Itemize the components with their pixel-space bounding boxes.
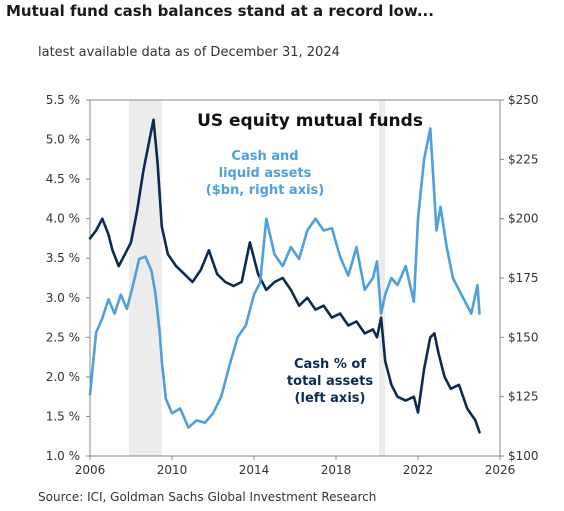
left-tick-label: 4.0 % — [46, 212, 80, 226]
page-title: Mutual fund cash balances stand at a rec… — [6, 2, 434, 20]
left-tick-label: 3.0 % — [46, 291, 80, 305]
x-tick-label: 2006 — [75, 463, 106, 477]
left-tick-label: 2.0 % — [46, 370, 80, 384]
right-tick-label: $200 — [508, 212, 539, 226]
left-tick-label: 2.5 % — [46, 330, 80, 344]
left-tick-label: 1.5 % — [46, 409, 80, 423]
cash-pct-annotation-line: total assets — [287, 374, 373, 389]
right-tick-label: $225 — [508, 152, 539, 166]
right-tick-label: $150 — [508, 330, 539, 344]
cash-pct-annotation-line: (left axis) — [295, 391, 366, 406]
source-note: Source: ICI, Goldman Sachs Global Invest… — [38, 490, 377, 504]
right-tick-label: $175 — [508, 271, 539, 285]
cash-pct-series-line — [88, 118, 481, 434]
left-tick-label: 5.5 % — [46, 93, 80, 107]
cash-assets-annotation: Cash and liquid assets ($bn, right axis) — [206, 149, 324, 198]
cash-assets-annotation-line: liquid assets — [219, 166, 312, 181]
left-tick-label: 5.0 % — [46, 133, 80, 147]
x-tick-label: 2022 — [403, 463, 434, 477]
right-tick-label: $125 — [508, 390, 539, 404]
cash-assets-annotation-line: ($bn, right axis) — [206, 183, 324, 198]
cash-pct-annotation: Cash % of total assets (left axis) — [287, 357, 373, 406]
x-tick-label: 2026 — [485, 463, 516, 477]
chart-subtitle: latest available data as of December 31,… — [38, 45, 340, 60]
x-tick-label: 2014 — [239, 463, 270, 477]
chart-title: US equity mutual funds — [197, 111, 423, 131]
cash-pct-annotation-line: Cash % of — [294, 357, 366, 372]
left-tick-label: 3.5 % — [46, 251, 80, 265]
left-tick-label: 1.0 % — [46, 449, 80, 463]
left-tick-label: 4.5 % — [46, 172, 80, 186]
cash-assets-series-line — [88, 127, 481, 429]
cash-assets-annotation-line: Cash and — [231, 149, 298, 164]
x-tick-label: 2010 — [157, 463, 188, 477]
right-tick-label: $250 — [508, 93, 539, 107]
right-tick-label: $100 — [508, 449, 539, 463]
x-tick-label: 2018 — [321, 463, 352, 477]
recession-shade — [379, 100, 386, 456]
